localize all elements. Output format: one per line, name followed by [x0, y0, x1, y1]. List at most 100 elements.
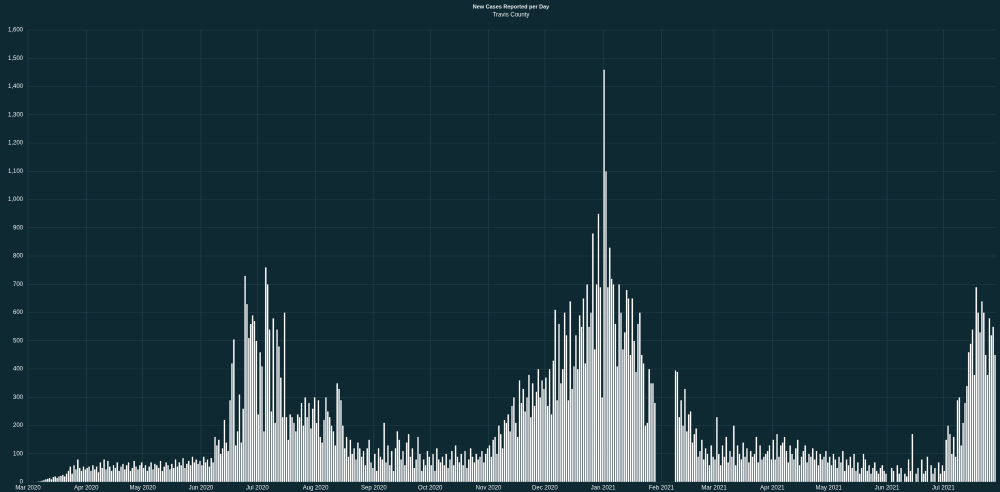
bar [941, 464, 944, 483]
bar [785, 450, 788, 483]
bar [629, 354, 632, 483]
bar [58, 476, 61, 483]
bar [244, 275, 247, 483]
bar [529, 416, 532, 483]
bar [992, 326, 995, 483]
bar [531, 382, 534, 483]
bar [125, 464, 128, 483]
bar [257, 414, 260, 483]
bar [854, 470, 857, 483]
bar [621, 349, 624, 483]
bar [464, 450, 467, 483]
bar [879, 467, 882, 483]
bar [54, 476, 57, 483]
bar [364, 464, 367, 483]
bar [221, 447, 224, 483]
bar [511, 405, 513, 483]
bar [965, 385, 968, 483]
bar [766, 450, 769, 483]
bar [800, 456, 803, 483]
bar [939, 473, 942, 483]
bar [567, 399, 570, 483]
bar [520, 402, 523, 483]
bar [441, 456, 444, 483]
bar [182, 457, 185, 483]
bar [407, 433, 410, 483]
bar [920, 459, 923, 483]
bar [189, 464, 192, 483]
bar [870, 473, 873, 483]
y-tick-label: 300 [13, 395, 24, 401]
bar [650, 382, 653, 483]
bar [640, 354, 643, 483]
bar [911, 433, 914, 483]
bar [868, 464, 871, 483]
bar [915, 473, 918, 483]
bar [381, 459, 384, 483]
bar [347, 456, 350, 483]
bar [791, 453, 794, 483]
bar [734, 464, 737, 483]
bar [230, 363, 233, 483]
bar [589, 312, 592, 483]
bar [477, 459, 480, 483]
bar [165, 462, 168, 483]
bar [136, 469, 139, 483]
bar [687, 414, 690, 483]
bar [187, 460, 190, 483]
x-tick-label: Feb 2021 [649, 486, 675, 492]
bar [88, 466, 91, 483]
bar [227, 450, 230, 483]
bar [469, 447, 472, 483]
bar [593, 349, 596, 483]
bar [697, 456, 700, 483]
bar [204, 462, 207, 483]
bar [452, 464, 455, 483]
bar [353, 447, 356, 483]
bar [116, 462, 119, 483]
bar [839, 462, 842, 483]
bar [219, 453, 222, 483]
bar [465, 467, 468, 483]
bar [131, 467, 134, 483]
bar [633, 340, 636, 483]
bar [988, 317, 991, 483]
bar [118, 470, 121, 483]
bar [338, 388, 341, 483]
bar [287, 439, 290, 483]
bar [390, 450, 393, 483]
bar [982, 312, 985, 483]
bar [80, 470, 83, 483]
bar [123, 469, 126, 483]
bar [494, 436, 497, 483]
bar [967, 351, 970, 483]
bar [212, 462, 215, 483]
bar [896, 464, 899, 483]
y-tick-label: 500 [13, 338, 24, 344]
bar [947, 425, 950, 483]
bar [706, 453, 709, 483]
bar [114, 467, 117, 483]
bar [781, 442, 784, 483]
bar [977, 312, 980, 483]
bar [732, 425, 735, 483]
bar [546, 405, 549, 483]
bar [385, 462, 388, 483]
bar [725, 436, 728, 483]
bar [783, 436, 786, 483]
bar [744, 456, 747, 483]
x-tick-label: Jul 2021 [932, 486, 955, 492]
bar [512, 397, 515, 483]
bar [905, 476, 908, 483]
bar [191, 456, 194, 483]
bar [588, 326, 591, 483]
bar [524, 411, 527, 483]
bar [881, 464, 884, 483]
bar [926, 456, 929, 483]
bar [63, 476, 66, 483]
bar [832, 453, 835, 483]
bar [620, 312, 623, 483]
bar [548, 368, 551, 483]
